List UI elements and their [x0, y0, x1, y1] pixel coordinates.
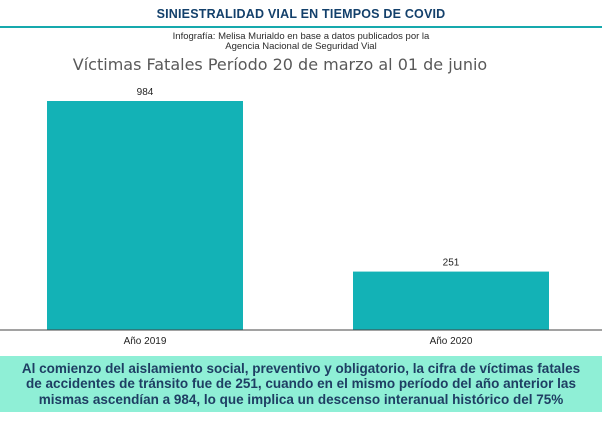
data-label-2: 251	[443, 258, 460, 269]
credit-line-2: Agencia Nacional de Seguridad Vial	[225, 41, 377, 52]
credit-line-1: Infografía: Melisa Murialdo en base a da…	[172, 31, 430, 42]
bar-chart: 984 Año 2019 251 Año 2020	[0, 87, 602, 347]
bar-1	[47, 101, 243, 330]
x-tick-label-2: Año 2020	[430, 336, 473, 347]
title-divider	[0, 26, 602, 28]
summary-text: Al comienzo del aislamiento social, prev…	[21, 360, 581, 407]
chart-title: Víctimas Fatales Período 20 de marzo al …	[72, 55, 488, 74]
infographic-title: SINIESTRALIDAD VIAL EN TIEMPOS DE COVID	[156, 7, 446, 21]
x-tick-label-1: Año 2019	[124, 336, 167, 347]
bar-2	[353, 271, 549, 330]
summary-box: Al comienzo del aislamiento social, prev…	[0, 356, 602, 412]
data-label-1: 984	[137, 87, 154, 98]
